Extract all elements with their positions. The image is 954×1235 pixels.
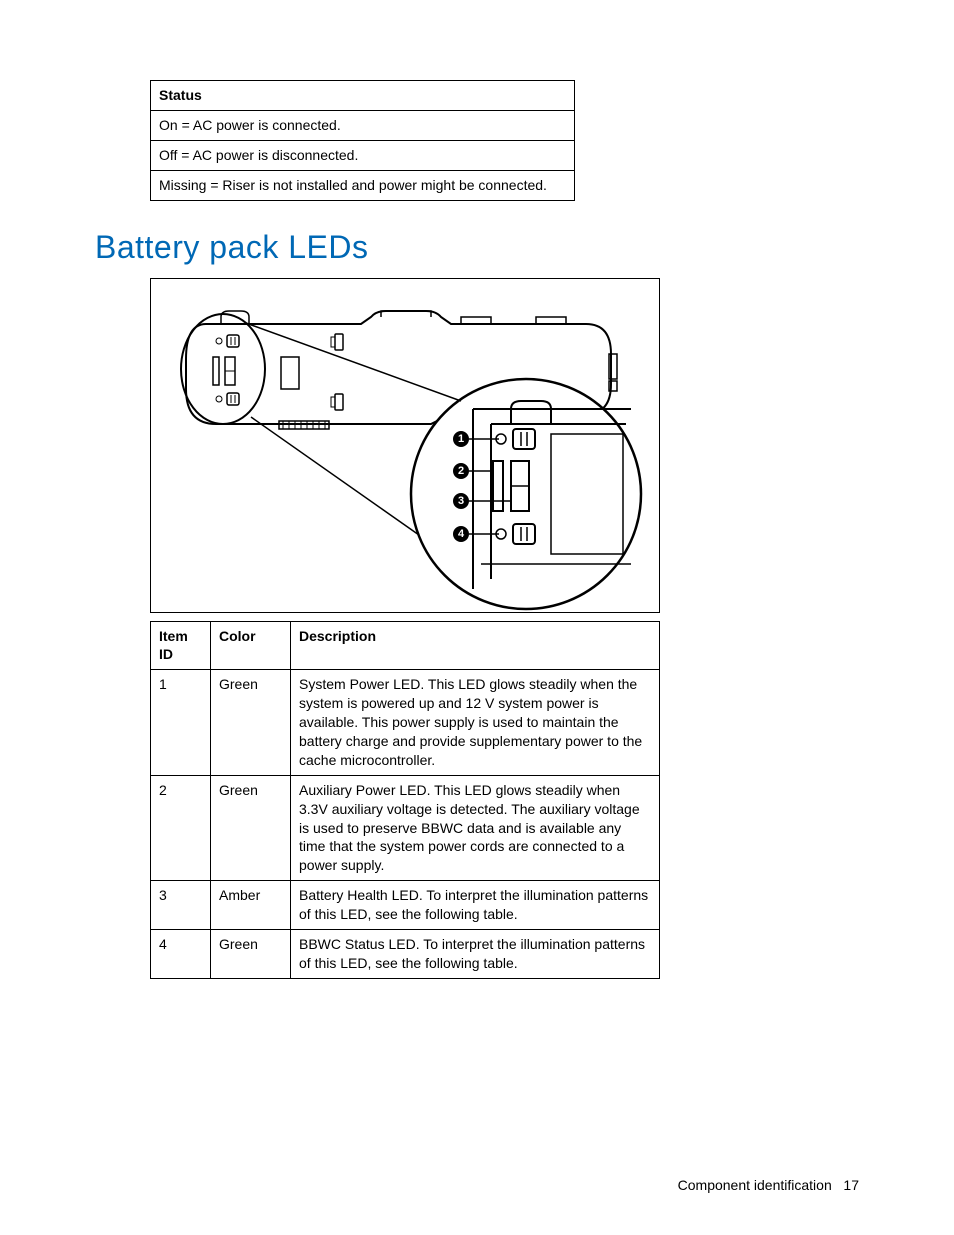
table-row: 1 Green System Power LED. This LED glows… [151,670,660,775]
status-row: Off = AC power is disconnected. [151,140,575,170]
status-row: On = AC power is connected. [151,110,575,140]
footer-page: 17 [843,1177,859,1193]
page-footer: Component identification 17 [678,1177,859,1193]
led-header-id: Item ID [151,621,211,670]
table-row: 2 Green Auxiliary Power LED. This LED gl… [151,775,660,880]
battery-pack-diagram: 1 2 3 4 [150,278,660,613]
footer-section: Component identification [678,1177,832,1193]
status-header: Status [151,81,575,111]
led-header-color: Color [211,621,291,670]
table-row: 3 Amber Battery Health LED. To interpret… [151,881,660,930]
status-row: Missing = Riser is not installed and pow… [151,170,575,200]
callout-1: 1 [453,431,469,447]
table-row: 4 Green BBWC Status LED. To interpret th… [151,930,660,979]
section-heading: Battery pack LEDs [95,229,859,266]
led-header-desc: Description [291,621,660,670]
status-table: Status On = AC power is connected. Off =… [150,80,575,201]
callout-3: 3 [453,493,469,509]
callout-4: 4 [453,526,469,542]
led-table: Item ID Color Description 1 Green System… [150,621,660,979]
callout-2: 2 [453,463,469,479]
